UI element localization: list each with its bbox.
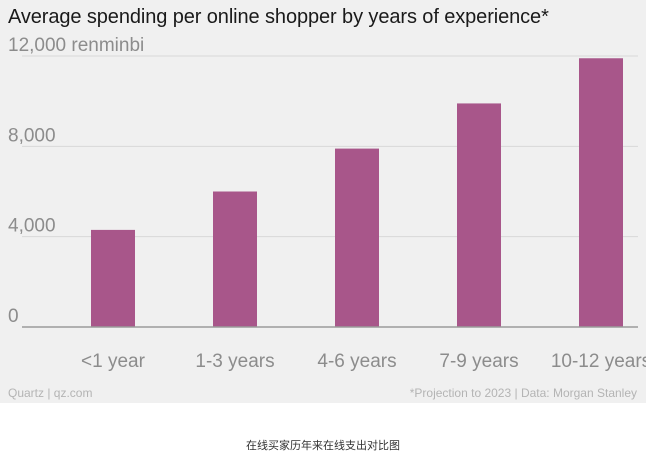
y-tick-label: 0 <box>8 306 19 327</box>
bar <box>213 191 257 327</box>
bar <box>579 58 623 328</box>
x-tick-label: 7-9 years <box>439 351 518 372</box>
source-credit: Quartz | qz.com <box>8 386 93 400</box>
bar <box>457 103 501 327</box>
x-tick-label: 4-6 years <box>317 351 396 372</box>
image-caption: 在线买家历年来在线支出对比图 <box>246 439 400 452</box>
y-tick-label: 8,000 <box>8 125 56 146</box>
chart-panel: Average spending per online shopper by y… <box>0 0 646 403</box>
y-tick-label: 4,000 <box>8 216 56 237</box>
chart-title: Average spending per online shopper by y… <box>8 6 549 28</box>
grid-lines <box>22 55 638 238</box>
bar-chart: 0 4,000 8,000 12,000 renminbi <1 year 1-3 ye… <box>8 35 646 372</box>
y-axis-ticks: 0 4,000 8,000 12,000 renminbi <box>8 35 638 328</box>
bars <box>91 58 623 328</box>
x-tick-label: <1 year <box>81 351 146 372</box>
bar <box>335 148 379 327</box>
bar <box>91 229 135 327</box>
x-axis-ticks: <1 year 1-3 years 4-6 years 7-9 years 10-12 … <box>81 351 646 372</box>
y-tick-label: 12,000 renminbi <box>8 35 144 56</box>
x-tick-label: 10-12 years <box>551 351 646 372</box>
x-tick-label: 1-3 years <box>195 351 274 372</box>
data-source-note: *Projection to 2023 | Data: Morgan Stanl… <box>409 386 637 400</box>
